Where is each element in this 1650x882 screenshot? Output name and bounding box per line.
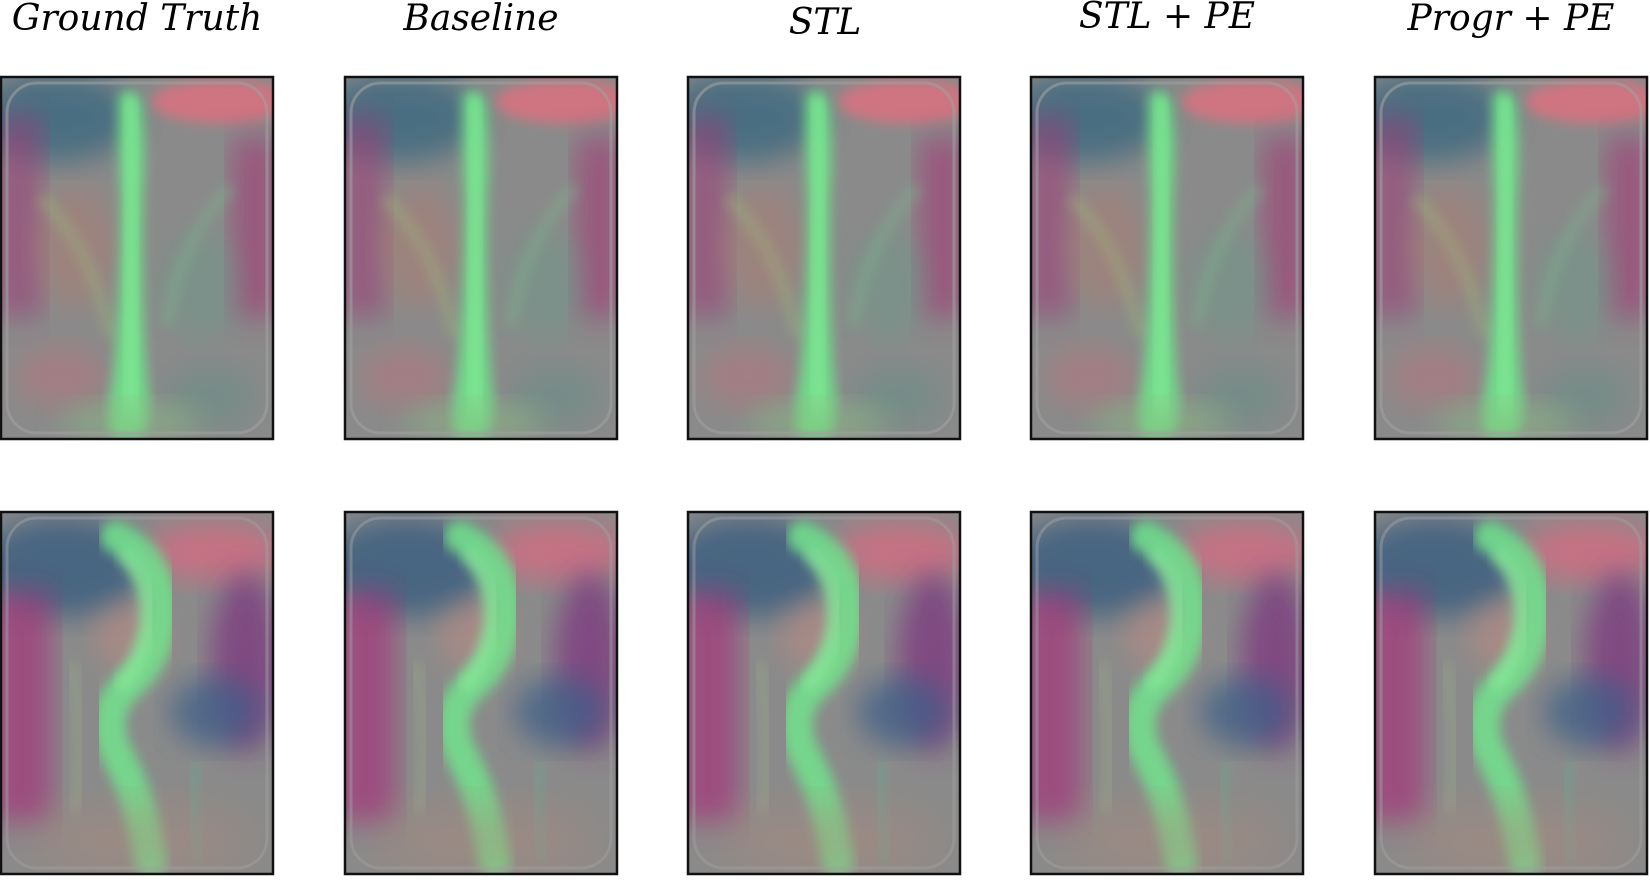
panel-stl-row1	[686, 75, 962, 441]
panel-stl-row2	[686, 510, 962, 876]
panel-stl-pe-row1	[1029, 75, 1305, 441]
panel-baseline-row1	[343, 75, 619, 441]
panel-progr-pe-row1	[1373, 75, 1649, 441]
panel-ground-truth-row2	[0, 510, 275, 876]
panel-progr-pe-row2	[1373, 510, 1649, 876]
column-title-ground-truth: Ground Truth	[12, 0, 263, 39]
column-title-baseline: Baseline	[402, 0, 558, 39]
panel-ground-truth-row1	[0, 75, 275, 441]
panel-stl-pe-row2	[1029, 510, 1305, 876]
column-title-progr-pe: Progr + PE	[1407, 0, 1615, 39]
column-title-stl: STL	[789, 2, 862, 43]
panel-baseline-row2	[343, 510, 619, 876]
column-title-stl-pe: STL + PE	[1079, 0, 1255, 37]
